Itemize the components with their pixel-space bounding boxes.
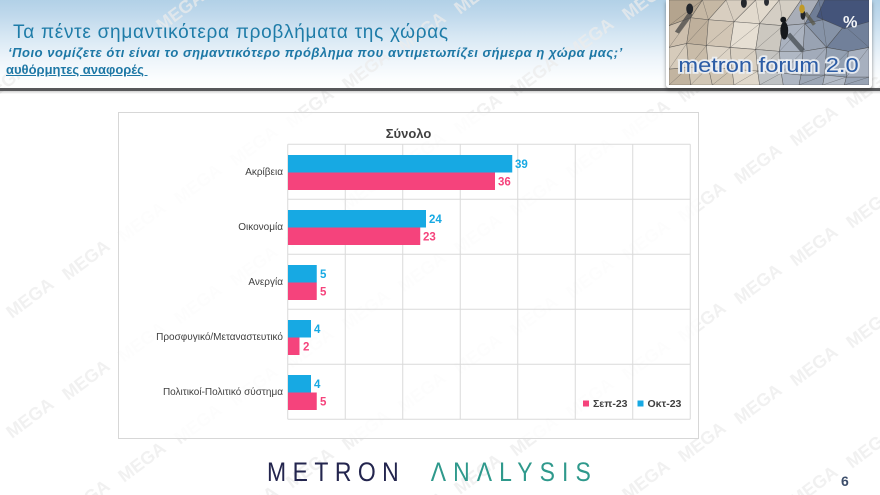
svg-text:MEGA: MEGA <box>786 342 841 390</box>
svg-text:Ακρίβεια: Ακρίβεια <box>245 166 283 178</box>
svg-text:Οικονομία: Οικονομία <box>238 221 283 233</box>
svg-text:MEGA: MEGA <box>786 222 841 270</box>
svg-text:MEGA: MEGA <box>730 140 785 188</box>
svg-text:2: 2 <box>303 342 309 354</box>
svg-text:MEGA: MEGA <box>730 380 785 428</box>
svg-text:MEGA: MEGA <box>394 488 449 495</box>
svg-text:MEGA: MEGA <box>58 476 113 495</box>
svg-text:24: 24 <box>429 214 442 226</box>
svg-text:MEGA: MEGA <box>0 432 2 480</box>
svg-text:5: 5 <box>320 397 327 409</box>
svg-text:4: 4 <box>314 379 321 391</box>
svg-text:metron forum 2.0: metron forum 2.0 <box>678 54 858 77</box>
svg-text:MEGA: MEGA <box>58 236 113 284</box>
svg-text:23: 23 <box>423 232 436 244</box>
svg-text:Ανεργία: Ανεργία <box>248 276 283 288</box>
svg-text:MEGA: MEGA <box>2 274 57 322</box>
svg-text:MEGA: MEGA <box>618 456 673 495</box>
svg-text:MEGA: MEGA <box>786 102 841 150</box>
svg-text:39: 39 <box>515 159 528 171</box>
svg-text:MEGA: MEGA <box>0 312 2 360</box>
svg-text:5: 5 <box>320 287 327 299</box>
svg-text:MEGA: MEGA <box>786 462 841 495</box>
svg-text:Πολιτικοί-Πολιτικό σύστημα: Πολιτικοί-Πολιτικό σύστημα <box>163 386 283 398</box>
svg-text:5: 5 <box>320 269 327 281</box>
svg-text:4: 4 <box>314 324 321 336</box>
svg-text:MEGA: MEGA <box>730 260 785 308</box>
svg-text:MEGA: MEGA <box>842 184 880 232</box>
svg-text:Προσφυγικό/Μεταναστευτικό: Προσφυγικό/Μεταναστευτικό <box>156 331 283 343</box>
svg-text:Οκτ-23: Οκτ-23 <box>648 398 682 410</box>
svg-text:MEGA: MEGA <box>842 424 880 472</box>
svg-text:36: 36 <box>498 177 511 189</box>
svg-text:metron forum 2.0: metron forum 2.0 <box>678 54 858 77</box>
svg-text:%: % <box>843 14 858 32</box>
svg-text:MEGA: MEGA <box>58 356 113 404</box>
svg-text:Σεπ-23: Σεπ-23 <box>593 398 628 410</box>
svg-text:MEGA: MEGA <box>114 438 169 486</box>
svg-text:MEGA: MEGA <box>842 304 880 352</box>
svg-text:MEGA: MEGA <box>2 394 57 442</box>
